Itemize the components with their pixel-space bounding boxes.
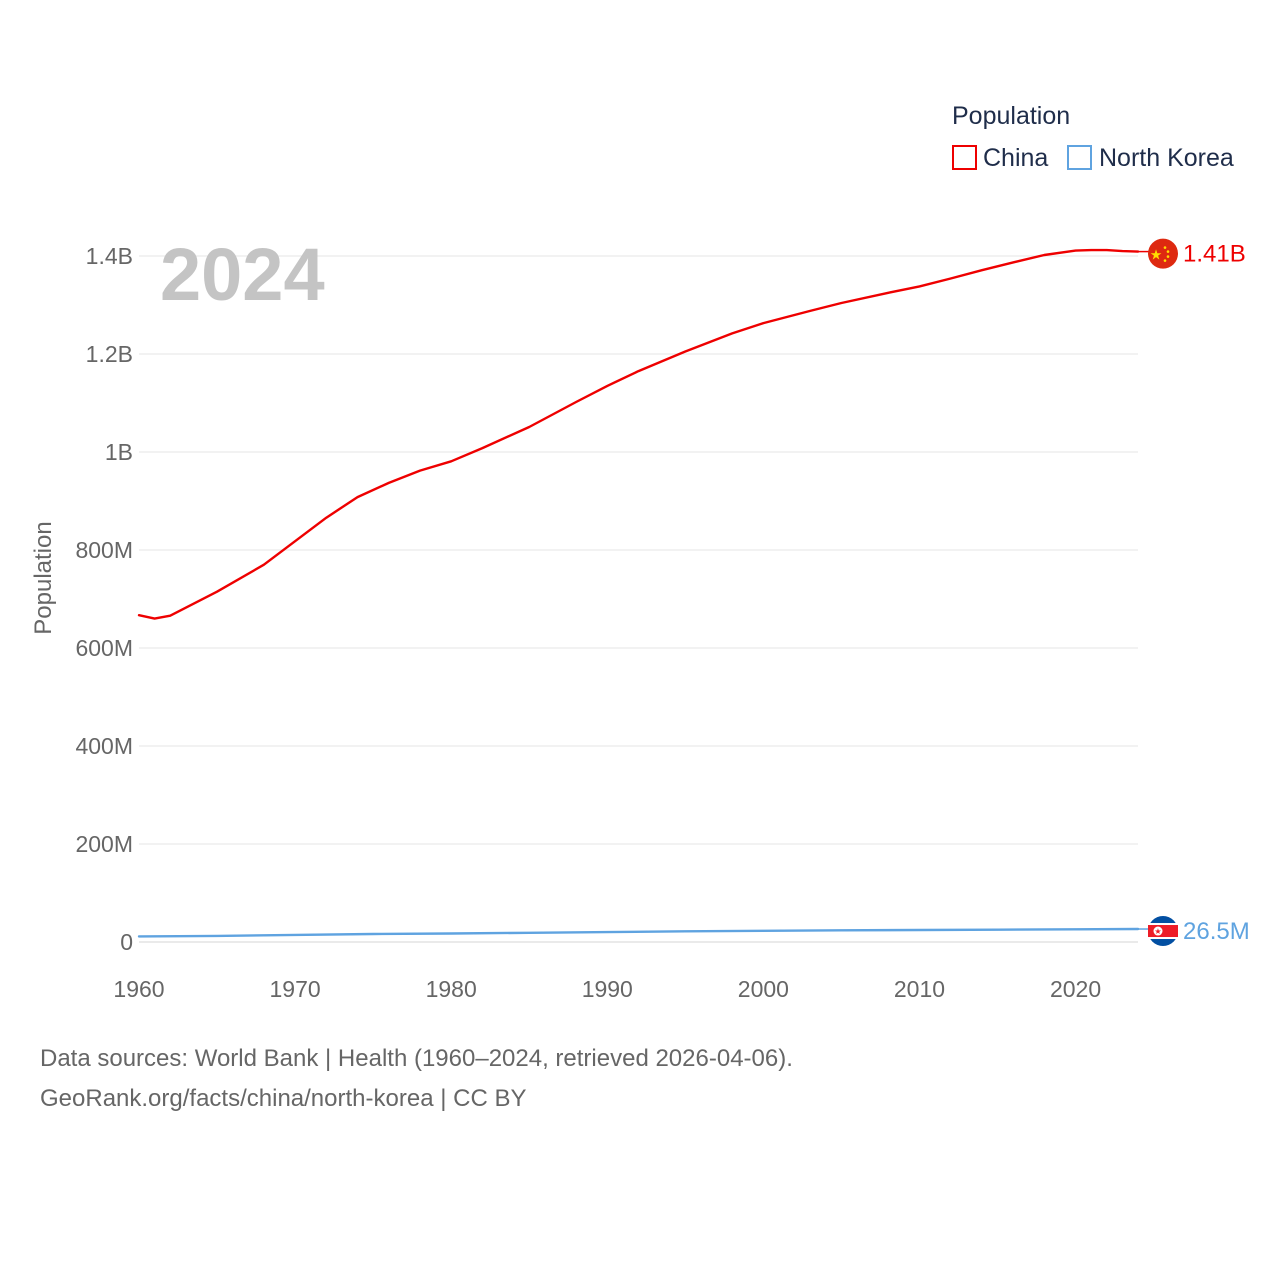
x-tick-label: 1960 [113,976,164,1002]
legend: Population China North Korea [952,102,1234,172]
population-line-chart: 0 200M 400M 600M 800M 1B 1.2B 1.4B 1960 1970 1980… [30,102,1250,1002]
china-flag-small-star-icon [1163,246,1167,249]
x-tick-label: 1990 [582,976,633,1002]
year-watermark: 2024 [160,233,325,316]
x-tick-label: 2000 [738,976,789,1002]
series-endpoints: ★ 1.41B ★ 26.5M [1138,238,1250,947]
north-korea-flag-red-band [1148,925,1178,938]
north-korea-flag-disc [1153,926,1163,936]
china-flag-icon: ★ [1148,238,1178,269]
china-flag-background [1148,238,1178,269]
y-tick-label: 200M [75,831,133,857]
legend-title: Population [952,102,1070,130]
x-tick-label: 2010 [894,976,945,1002]
y-tick-label: 1B [105,439,133,465]
china-flag-small-star-icon [1166,255,1170,258]
y-tick-label: 1.4B [86,243,133,269]
series-line-north-korea[interactable] [137,927,1140,938]
x-tick-label: 1970 [270,976,321,1002]
footer-sources: Data sources: World Bank | Health (1960–… [40,1045,793,1072]
china-flag-small-star-icon [1166,250,1170,253]
china-flag-star-icon: ★ [1150,248,1163,264]
legend-label-china: China [983,144,1048,172]
series-lines [137,248,1140,938]
y-tick-label: 600M [75,635,133,661]
north-korea-flag-icon: ★ [1148,916,1178,947]
y-tick-label: 0 [120,929,133,955]
y-tick-label: 400M [75,733,133,759]
legend-swatch-china [952,145,977,170]
end-value-label-china: 1.41B [1183,241,1246,268]
china-flag-small-star-icon [1163,259,1167,262]
legend-label-north-korea: North Korea [1099,144,1234,172]
x-axis-ticks: 1960 1970 1980 1990 2000 2010 2020 [113,976,1101,1002]
y-axis-title: Population [30,521,57,634]
x-tick-label: 1980 [426,976,477,1002]
y-tick-label: 800M [75,537,133,563]
gridlines [139,255,1138,943]
legend-swatch-north-korea [1067,145,1092,170]
x-tick-label: 2020 [1050,976,1101,1002]
north-korea-flag-star-icon: ★ [1154,927,1161,936]
footer-credit: GeoRank.org/facts/china/north-korea | CC… [40,1085,527,1112]
y-axis-ticks: 0 200M 400M 600M 800M 1B 1.2B 1.4B [75,243,133,955]
legend-item-north-korea[interactable]: North Korea [1067,144,1234,172]
legend-item-china[interactable]: China [952,144,1048,172]
end-value-label-north-korea: 26.5M [1183,918,1250,945]
series-line-china[interactable] [137,248,1140,620]
y-tick-label: 1.2B [86,341,133,367]
